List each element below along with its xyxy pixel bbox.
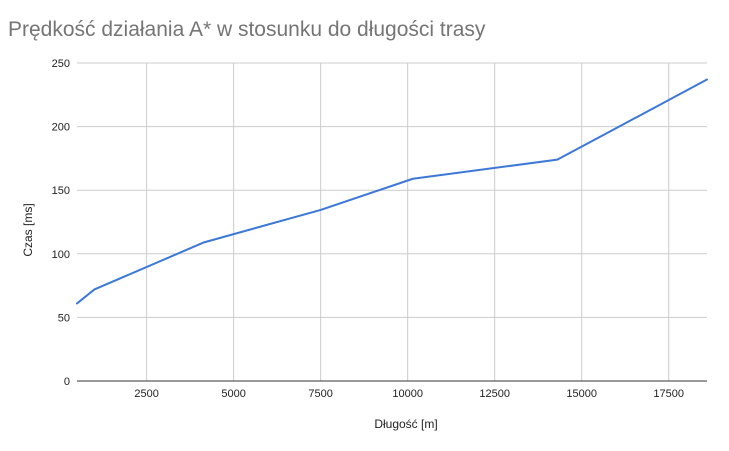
x-tick-label: 7500 [308, 388, 332, 400]
x-tick-label: 10000 [392, 388, 423, 400]
grid [77, 62, 707, 381]
x-tick-label: 17500 [653, 388, 684, 400]
x-axis-title: Długość [m] [374, 417, 437, 431]
y-tick-label: 200 [52, 122, 70, 134]
y-tick-label: 50 [58, 312, 70, 324]
series-line [76, 78, 708, 305]
x-tick-label: 2500 [134, 388, 158, 400]
x-tick-label: 12500 [479, 388, 510, 400]
y-tick-label: 150 [52, 185, 70, 197]
y-axis-title: Czas [ms] [21, 203, 35, 256]
y-tick-label: 250 [52, 58, 70, 70]
tick-labels: 0 50 100 150 200 250 2500 5000 7500 10000 12500 150… [52, 58, 684, 400]
y-tick-label: 100 [52, 249, 70, 261]
x-tick-label: 5000 [221, 388, 245, 400]
x-tick-label: 15000 [566, 388, 597, 400]
series-layer [76, 78, 708, 305]
y-tick-label: 0 [64, 376, 70, 388]
chart-title: Prędkość działania A* w stosunku do dług… [8, 18, 486, 41]
